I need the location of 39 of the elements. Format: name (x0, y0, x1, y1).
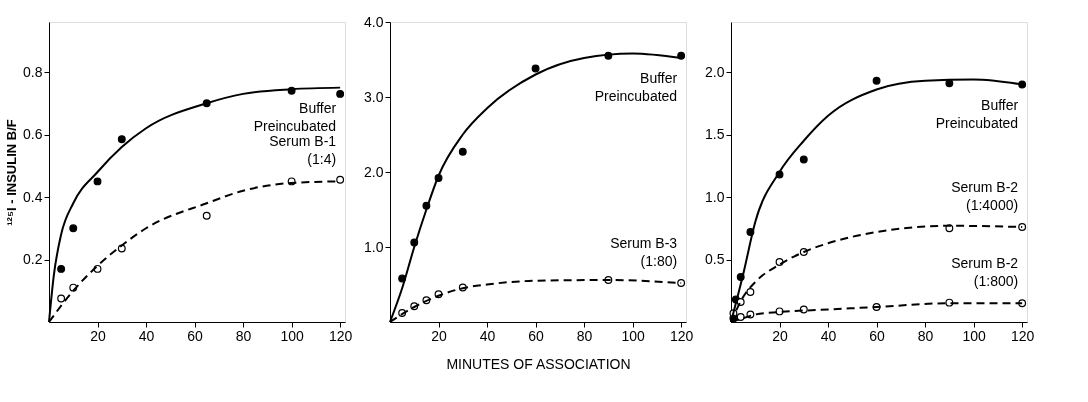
series-label: Buffer Preincubated (253, 99, 337, 134)
x-tick-label: 40 (479, 327, 496, 344)
series-label: Serum B-2 (1:4000) (951, 179, 1019, 213)
y-tick-label: 0.8 (23, 63, 43, 80)
x-tick-label: 40 (820, 327, 837, 344)
y-tick-label: 4.0 (364, 13, 384, 30)
y-tick-label: 2.0 (364, 163, 384, 180)
x-tick-label: 100 (962, 327, 987, 344)
x-tick-label: 100 (280, 327, 305, 344)
x-tick-label: 80 (917, 327, 934, 344)
x-tick-label: 60 (869, 327, 886, 344)
x-tick-label: 60 (187, 327, 204, 344)
x-tick-label: 120 (1010, 327, 1035, 344)
y-tick-label: 0.5 (705, 251, 725, 267)
x-tick-label: 60 (528, 327, 545, 344)
y-tick-label: 0.4 (23, 188, 43, 205)
y-tick-label: 1.5 (705, 126, 725, 142)
x-axis-title: MINUTES OF ASSOCIATION (446, 355, 631, 372)
y-tick-label: 0.6 (23, 126, 43, 142)
series-label: Serum B-2 (1:800) (951, 255, 1019, 290)
y-tick-label: 1.0 (705, 188, 725, 205)
y-tick-label: 0.2 (23, 251, 43, 267)
y-tick-label: 3.0 (364, 88, 384, 105)
series-label: Buffer Preincubated (935, 96, 1019, 131)
x-tick-label: 20 (90, 327, 107, 344)
series-label: Buffer Preincubated (594, 70, 678, 104)
x-tick-label: 100 (621, 327, 646, 344)
y-axis-title: ¹²⁵I - INSULIN B/F (4, 119, 20, 226)
series-label: Serum B-1 (1:4) (269, 133, 337, 168)
y-tick-label: 1.0 (364, 238, 384, 255)
x-tick-label: 80 (576, 327, 593, 344)
x-tick-label: 80 (235, 327, 252, 344)
y-tick-label: 2.0 (705, 63, 725, 80)
x-tick-label: 20 (431, 327, 448, 344)
x-tick-label: 20 (772, 327, 789, 344)
x-tick-label: 120 (328, 327, 353, 344)
series-label: Serum B-3 (1:80) (610, 235, 678, 269)
x-tick-label: 40 (138, 327, 155, 344)
x-tick-label: 120 (669, 327, 694, 344)
